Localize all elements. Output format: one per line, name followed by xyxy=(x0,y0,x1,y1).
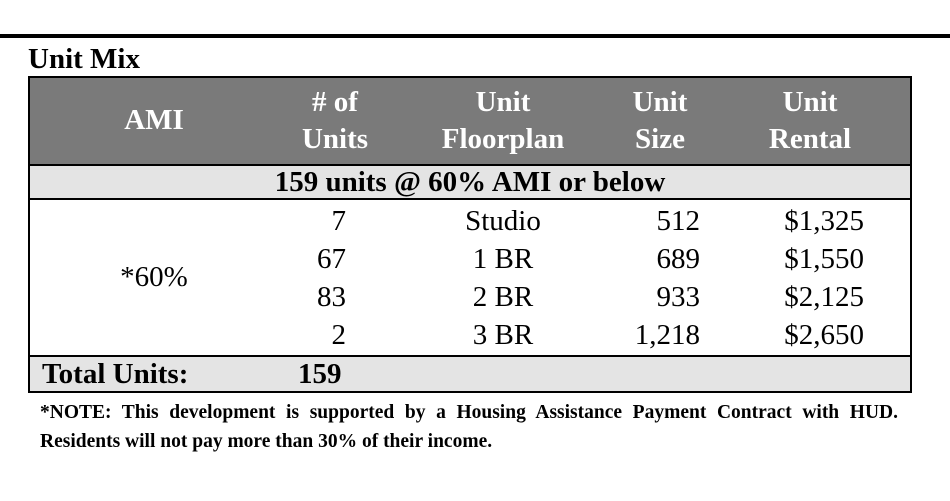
header-floorplan: Unit Floorplan xyxy=(406,84,600,158)
header-size: Unit Size xyxy=(610,84,710,158)
table-row: 2 3 BR 1,218 $2,650 xyxy=(30,316,910,354)
header-size-line1: Unit xyxy=(632,86,688,118)
floorplan-cell: 2 BR xyxy=(472,281,534,313)
header-ami: AMI xyxy=(124,104,184,136)
units-cell: 83 xyxy=(317,281,346,313)
ami-value: *60% xyxy=(120,261,188,293)
total-row: Total Units: 159 xyxy=(30,355,910,391)
floorplan-cell: 3 BR xyxy=(472,319,534,351)
units-cell: 67 xyxy=(317,243,346,275)
total-value: 159 xyxy=(298,358,342,390)
size-cell: 1,218 xyxy=(634,319,700,351)
rental-cell: $1,550 xyxy=(784,243,864,275)
table-row: 83 2 BR 933 $2,125 xyxy=(30,278,910,316)
rental-cell: $2,125 xyxy=(784,281,864,313)
units-cell: 2 xyxy=(331,319,347,351)
section-title: Unit Mix xyxy=(28,43,140,75)
floorplan-cell: Studio xyxy=(465,205,541,237)
top-rule xyxy=(0,34,950,38)
header-rental: Unit Rental xyxy=(750,84,870,158)
header-floorplan-line2: Floorplan xyxy=(441,123,565,155)
header-units-line1: # of xyxy=(312,86,358,118)
size-cell: 689 xyxy=(656,243,701,275)
unit-mix-table: AMI # of Units Unit Floorplan Unit Size … xyxy=(28,76,912,393)
header-units: # of Units xyxy=(280,84,390,158)
rental-cell: $2,650 xyxy=(784,319,864,351)
table-header-row: AMI # of Units Unit Floorplan Unit Size … xyxy=(30,78,910,164)
header-floorplan-line1: Unit xyxy=(475,86,531,118)
header-size-line2: Size xyxy=(635,123,685,155)
table-row: 7 Studio 512 $1,325 xyxy=(30,202,910,240)
size-cell: 933 xyxy=(656,281,701,313)
floorplan-cell: 1 BR xyxy=(472,243,534,275)
total-label: Total Units: xyxy=(42,358,189,390)
table-row: 67 1 BR 689 $1,550 xyxy=(30,240,910,278)
header-units-line2: Units xyxy=(301,123,369,155)
group-header: 159 units @ 60% AMI or below xyxy=(30,164,910,200)
header-rental-line2: Rental xyxy=(768,123,852,155)
units-cell: 7 xyxy=(331,205,347,237)
footnote: *NOTE: This development is supported by … xyxy=(40,402,898,452)
header-rental-line1: Unit xyxy=(782,86,838,118)
size-cell: 512 xyxy=(656,205,701,237)
rental-cell: $1,325 xyxy=(784,205,864,237)
